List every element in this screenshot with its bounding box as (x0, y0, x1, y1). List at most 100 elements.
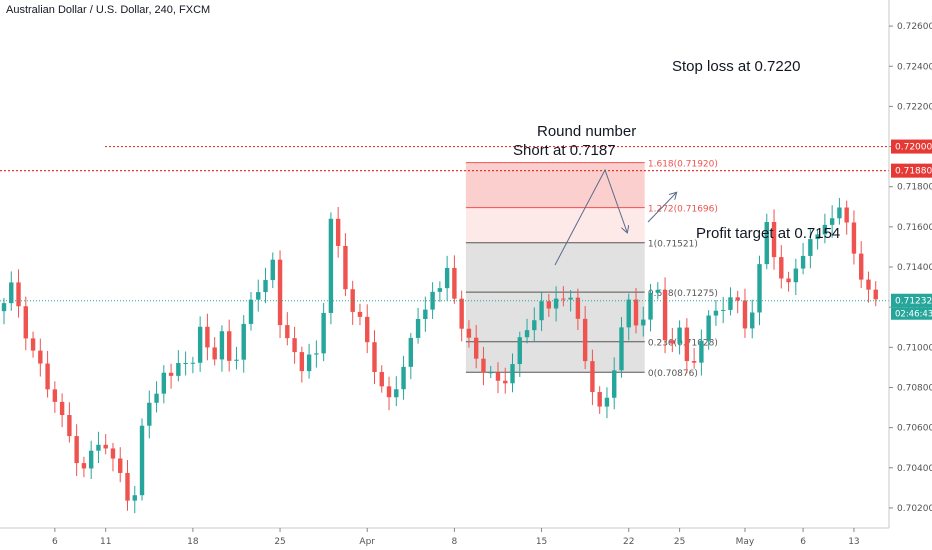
candle-body (401, 366, 406, 390)
candle-body (147, 402, 152, 426)
candle-body (873, 289, 878, 300)
time-tick-label: 25 (674, 537, 685, 547)
candle-body (466, 328, 472, 338)
candle-body (306, 354, 312, 372)
price-label-text: 0.71880 (895, 167, 932, 177)
candle-body (343, 245, 348, 290)
candle-body (88, 450, 94, 469)
candle-body (742, 300, 748, 329)
candle-body (183, 363, 188, 365)
candle-body (582, 318, 588, 362)
candle-body (365, 316, 370, 343)
candle-body (372, 342, 377, 372)
symbol-title: Australian Dollar / U.S. Dollar, 240, FX… (6, 4, 211, 16)
price-tick-label: 0.71000 (897, 343, 932, 353)
candle-body (837, 207, 842, 219)
candle-body (829, 218, 835, 225)
countdown-badge (891, 307, 932, 320)
candle-body (394, 389, 399, 398)
candle-body (800, 255, 806, 269)
time-tick-label: 18 (187, 537, 199, 547)
candle-body (764, 221, 769, 265)
fib-level-label: 1.618(0.71920) (648, 160, 718, 170)
candle-body (481, 358, 486, 373)
time-tick-label: 6 (52, 537, 58, 547)
candle-body (444, 267, 450, 289)
short-at-annotation: Short at 0.7187 (513, 142, 616, 159)
candle-body (168, 372, 174, 376)
candle-body (699, 340, 704, 363)
candle-body (633, 299, 639, 326)
candle-body (662, 289, 668, 341)
price-label-text: 0.72000 (895, 143, 932, 153)
candle-body (684, 327, 690, 362)
candle-body (118, 458, 123, 473)
candle-body (452, 267, 457, 299)
candle-body (379, 371, 384, 387)
candle-body (277, 259, 283, 326)
candle-body (110, 448, 116, 459)
candle-body (67, 415, 72, 437)
candle-body (459, 298, 464, 329)
candle-body (510, 364, 515, 384)
candle-body (626, 299, 631, 328)
candle-body (139, 425, 145, 496)
candle-body (590, 361, 595, 393)
time-tick-label: 11 (100, 537, 111, 547)
candle-body (750, 312, 755, 329)
price-tick-label: 0.70800 (897, 383, 932, 393)
fib-zone-upper (465, 162, 645, 208)
candle-body (299, 352, 305, 372)
candle-body (45, 363, 50, 390)
candle-body (219, 331, 225, 360)
candle-body (473, 337, 479, 359)
price-label-badge (891, 163, 932, 178)
candle-body (205, 326, 210, 348)
candle-body (720, 309, 726, 311)
candle-body (212, 347, 217, 360)
candle-body (335, 218, 341, 246)
candle-body (808, 239, 813, 256)
candle-body (670, 340, 675, 344)
candle-body (844, 207, 849, 223)
time-tick-label: May (736, 537, 755, 547)
fib-level-label: 1.272(0.71696) (648, 205, 718, 215)
candle-body (779, 257, 784, 279)
price-tick-label: 0.72200 (897, 102, 932, 112)
time-tick-label: 8 (452, 537, 458, 547)
candle-body (30, 338, 36, 351)
candle-body (503, 380, 508, 384)
fib-level-label: 0(0.70876) (648, 369, 698, 379)
candle-body (197, 326, 203, 363)
fib-level-label: 1(0.71521) (648, 240, 698, 250)
candle-body (735, 297, 740, 301)
candle-body (52, 389, 58, 402)
countdown-text: 02:46:43 (895, 310, 932, 320)
candle-body (241, 323, 246, 360)
candle-body (524, 330, 530, 338)
time-tick-label: 25 (274, 537, 285, 547)
candle-body (16, 282, 21, 307)
candle-body (59, 401, 65, 416)
candle-body (619, 327, 624, 371)
candle-body (154, 393, 159, 403)
time-tick-label: 15 (536, 537, 547, 547)
candle-body (263, 280, 268, 293)
candle-body (713, 310, 719, 316)
candle-body (706, 315, 711, 341)
price-tick-label: 0.70600 (897, 424, 932, 434)
candle-body (728, 297, 733, 310)
time-tick-label: 22 (623, 537, 634, 547)
candle-body (23, 306, 28, 339)
candle-body (125, 472, 130, 501)
candle-body (757, 264, 762, 313)
candle-body (641, 319, 646, 326)
candle-body (437, 288, 443, 292)
candle-body (256, 292, 261, 300)
candle-body (655, 289, 661, 293)
candle-body (81, 463, 87, 469)
candle-body (9, 282, 14, 304)
candle-body (357, 311, 363, 317)
candle-body (575, 297, 581, 319)
